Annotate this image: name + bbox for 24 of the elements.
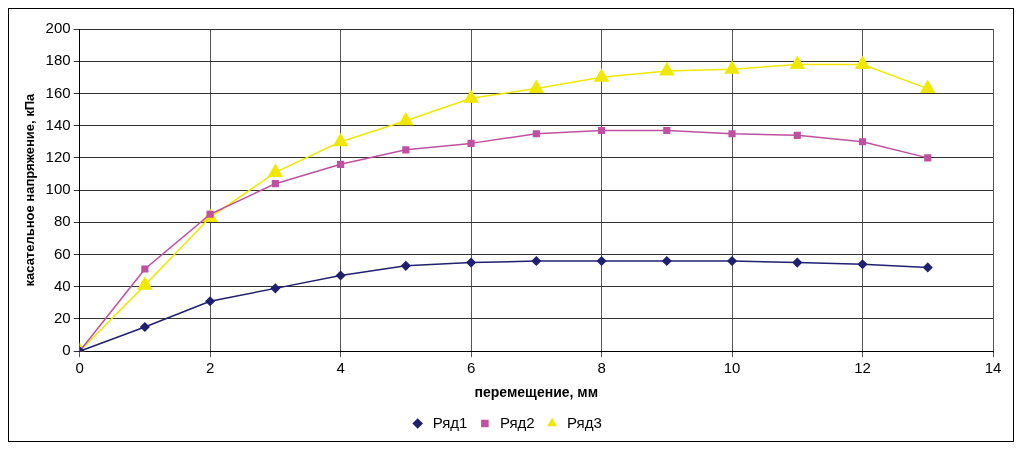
y-tick-label: 0 [62,341,71,359]
x-tick-label: 2 [205,359,215,377]
y-tick-label: 200 [45,19,71,37]
x-tick-label: 4 [336,359,345,377]
y-tick-label: 80 [53,212,71,230]
y-tick-label: 100 [45,180,71,198]
legend-label: Ряд3 [567,413,602,431]
y-tick-label: 40 [53,276,71,294]
x-tick-label: 0 [75,359,84,377]
y-tick-label: 160 [45,83,71,101]
y-tick-label: 60 [53,244,71,262]
x-tick-label: 8 [597,359,606,377]
x-tick-label: 6 [466,359,476,377]
y-axis-title: касательное напряжение, кПа [22,92,38,287]
x-tick-label: 10 [723,359,741,377]
x-tick-label: 14 [984,359,1002,377]
y-tick-label: 180 [45,51,71,69]
x-axis-title: перемещение, мм [474,384,599,401]
x-tick-label: 12 [854,359,871,377]
legend-label: Ряд2 [499,413,535,431]
y-tick-label: 120 [45,148,71,166]
legend-label: Ряд1 [432,413,468,431]
y-tick-label: 140 [45,115,71,133]
y-tick-label: 20 [53,309,71,327]
